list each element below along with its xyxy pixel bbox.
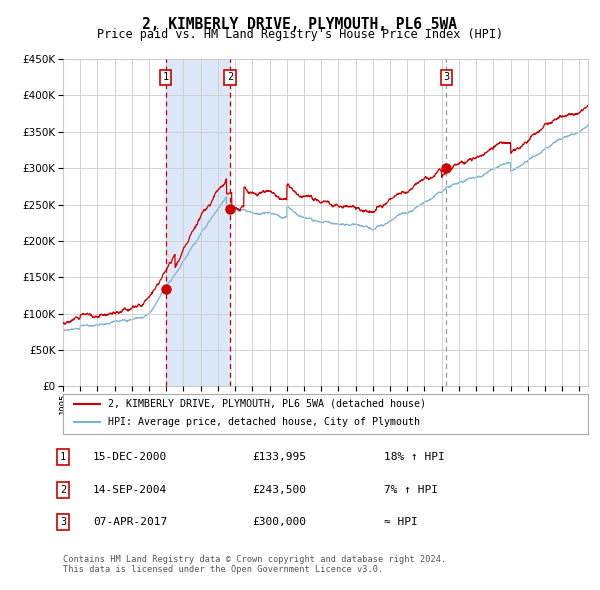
Text: 2: 2 (60, 485, 66, 494)
Text: £300,000: £300,000 (252, 517, 306, 527)
Text: 2: 2 (227, 72, 233, 82)
Text: Contains HM Land Registry data © Crown copyright and database right 2024.
This d: Contains HM Land Registry data © Crown c… (63, 555, 446, 574)
Text: 15-DEC-2000: 15-DEC-2000 (93, 453, 167, 462)
Text: 3: 3 (443, 72, 449, 82)
Text: 3: 3 (60, 517, 66, 527)
Text: 2, KIMBERLY DRIVE, PLYMOUTH, PL6 5WA: 2, KIMBERLY DRIVE, PLYMOUTH, PL6 5WA (143, 17, 458, 31)
Text: 2, KIMBERLY DRIVE, PLYMOUTH, PL6 5WA (detached house): 2, KIMBERLY DRIVE, PLYMOUTH, PL6 5WA (de… (107, 399, 425, 408)
Text: 1: 1 (163, 72, 169, 82)
Text: 07-APR-2017: 07-APR-2017 (93, 517, 167, 527)
Text: £133,995: £133,995 (252, 453, 306, 462)
Text: 14-SEP-2004: 14-SEP-2004 (93, 485, 167, 494)
Text: HPI: Average price, detached house, City of Plymouth: HPI: Average price, detached house, City… (107, 417, 419, 427)
Bar (166, 59, 230, 386)
Text: ≈ HPI: ≈ HPI (384, 517, 418, 527)
Text: 18% ↑ HPI: 18% ↑ HPI (384, 453, 445, 462)
Text: Price paid vs. HM Land Registry's House Price Index (HPI): Price paid vs. HM Land Registry's House … (97, 28, 503, 41)
Text: 7% ↑ HPI: 7% ↑ HPI (384, 485, 438, 494)
Text: 1: 1 (60, 453, 66, 462)
Text: £243,500: £243,500 (252, 485, 306, 494)
